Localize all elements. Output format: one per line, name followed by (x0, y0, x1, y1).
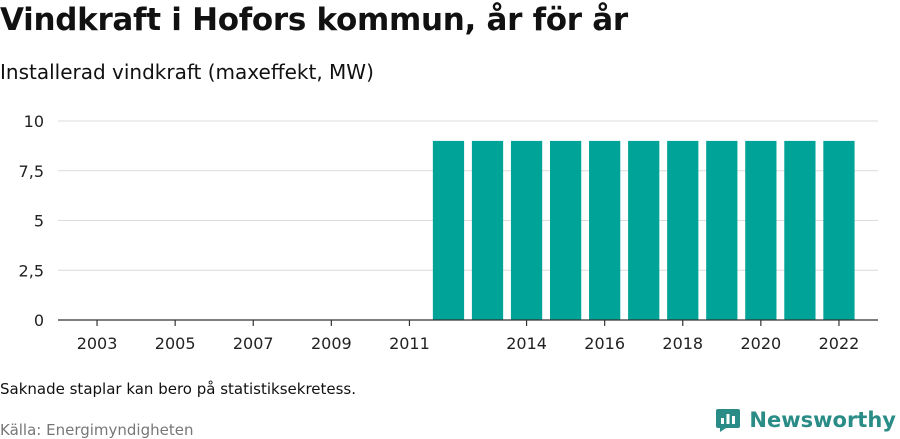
brand-name: Newsworthy (749, 408, 896, 432)
source-credit: Källa: Energimyndigheten (0, 421, 194, 439)
bar-2018 (667, 140, 699, 320)
chart-note: Saknade staplar kan bero på statistiksek… (0, 380, 357, 398)
x-tick-label: 2011 (389, 334, 430, 353)
y-tick-label: 10 (24, 112, 44, 131)
x-tick-label: 2007 (233, 334, 274, 353)
bar-2016 (589, 140, 621, 320)
x-tick-label: 2014 (506, 334, 547, 353)
y-tick-label: 5 (34, 212, 44, 231)
brand-logo[interactable]: Newsworthy (715, 407, 896, 433)
bar-2017 (628, 140, 660, 320)
x-tick-label: 2022 (819, 334, 860, 353)
newsworthy-logo-icon (716, 409, 741, 432)
bar-2012 (432, 140, 465, 320)
x-tick-label: 2018 (662, 334, 703, 353)
bar-2014 (510, 140, 543, 320)
y-tick-label: 2,5 (19, 261, 44, 280)
x-tick-label: 2016 (584, 334, 625, 353)
bar-2020 (745, 140, 777, 320)
chart-subtitle: Installerad vindkraft (maxeffekt, MW) (0, 60, 374, 84)
y-tick-label: 7,5 (19, 162, 44, 181)
y-tick-label: 0 (34, 311, 44, 330)
chart-title: Vindkraft i Hofors kommun, år för år (0, 2, 628, 38)
bar-2019 (706, 140, 738, 320)
bar-chart: 0 2,5 5 7,5 10 2003 2005 2007 2009 2011 2014 2016 20… (19, 112, 878, 353)
bar-2021 (784, 140, 816, 320)
bar-2022 (823, 140, 855, 320)
x-tick-label: 2005 (155, 334, 196, 353)
bar-2015 (550, 140, 582, 320)
bar-2013 (471, 140, 504, 320)
x-tick-label: 2020 (740, 334, 781, 353)
x-tick-label: 2009 (311, 334, 352, 353)
x-tick-label: 2003 (77, 334, 118, 353)
